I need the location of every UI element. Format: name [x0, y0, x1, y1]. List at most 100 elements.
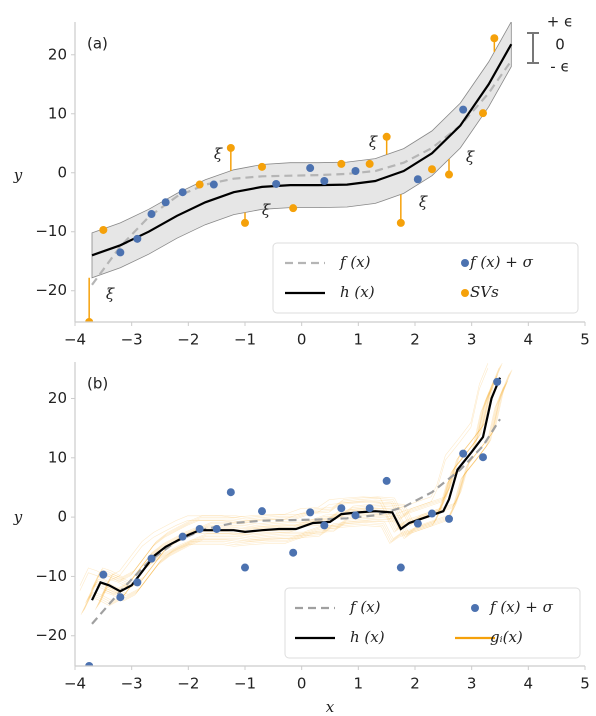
ensemble-line [91, 366, 501, 590]
legend-box [284, 587, 581, 659]
y-tick-label: −10 [35, 222, 67, 240]
y-axis-label: y [13, 166, 23, 184]
ensemble-line [87, 377, 496, 601]
ensemble-line [103, 369, 513, 593]
epsilon-band [91, 22, 512, 279]
ensemble-line [79, 367, 489, 591]
point [178, 532, 187, 541]
point [195, 180, 204, 189]
ensemble-line [82, 388, 492, 612]
x-tick-label: −1 [234, 675, 256, 693]
x-tick-label: −2 [177, 331, 199, 349]
point [241, 563, 249, 572]
point [133, 234, 142, 243]
point [306, 164, 315, 173]
line [91, 43, 513, 257]
y-axis-label: y [13, 508, 23, 526]
y-tick-label: −20 [35, 281, 67, 299]
y-tick-label: −20 [35, 626, 67, 644]
x-tick-label: 0 [297, 675, 307, 693]
point [479, 453, 487, 462]
annotation: ξ [214, 145, 223, 163]
epsilon-label: - ϵ [550, 58, 569, 76]
point [178, 188, 187, 197]
ensemble-line [84, 387, 493, 610]
ensemble-line [99, 380, 508, 604]
point [396, 563, 405, 572]
point [396, 218, 405, 227]
ensemble-line [98, 382, 507, 606]
ensemble-line [79, 363, 489, 586]
legend-label: f (x) + σ [489, 598, 554, 616]
panel-label: (b) [87, 375, 108, 393]
x-axis-label: x [326, 698, 335, 716]
legend-marker [471, 604, 479, 612]
point [490, 34, 499, 43]
point [428, 509, 436, 518]
legend-marker [461, 259, 469, 267]
xi-annotations: ξ ξ ξ ξ ξ ξ [106, 133, 475, 303]
ensemble-line [92, 364, 502, 588]
point [212, 524, 221, 533]
x-tick-label: −1 [234, 331, 256, 349]
x-tick-label: −3 [121, 331, 143, 349]
point [99, 570, 108, 579]
ensemble-line [89, 374, 499, 598]
x-tick-label: 5 [580, 331, 590, 349]
point [258, 507, 266, 516]
line [91, 418, 501, 625]
point [413, 175, 422, 184]
point [306, 508, 315, 517]
ensemble-line [95, 387, 504, 610]
y-tick-label: 0 [57, 508, 67, 526]
point [413, 519, 422, 528]
x-tick-label: −4 [64, 331, 86, 349]
point [445, 170, 453, 179]
point [195, 524, 204, 533]
point [272, 179, 281, 188]
ensemble-line [93, 363, 503, 586]
y-tick-label: 20 [48, 45, 67, 63]
ensemble-line [96, 385, 505, 609]
x-tick-label: 2 [410, 331, 420, 349]
point [226, 488, 235, 497]
ensemble-line [97, 383, 506, 607]
point [147, 210, 156, 219]
panel-label: (a) [87, 35, 108, 53]
ensemble-line [102, 371, 512, 594]
epsilon-key: + ϵ 0 - ϵ [527, 13, 573, 76]
point [493, 377, 502, 386]
line [91, 377, 502, 601]
ensemble-line [80, 391, 490, 615]
point [289, 548, 298, 557]
epsilon-label: 0 [555, 36, 565, 54]
x-tick-label: 5 [580, 675, 590, 693]
point [85, 662, 94, 666]
point [445, 514, 453, 523]
point [320, 177, 329, 186]
ensemble-line [88, 375, 497, 599]
point [116, 593, 125, 602]
point [337, 504, 346, 513]
point [320, 521, 329, 530]
legend-label: f (x) + σ [469, 253, 534, 271]
y-tick-label: 0 [57, 163, 67, 181]
point [241, 218, 249, 227]
x-tick-label: 1 [354, 331, 364, 349]
point [351, 166, 360, 175]
point [365, 159, 374, 168]
point [161, 198, 170, 207]
point [116, 248, 125, 257]
point [226, 143, 235, 152]
x-tick-label: −3 [121, 675, 143, 693]
annotation: ξ [106, 285, 115, 303]
legend-label: f (x) [339, 253, 371, 271]
point [428, 165, 436, 174]
ensemble-line [85, 380, 494, 604]
point [337, 159, 346, 168]
y-tick-label: 20 [48, 389, 67, 407]
y-tick-label: 10 [48, 448, 67, 466]
point [382, 476, 391, 485]
